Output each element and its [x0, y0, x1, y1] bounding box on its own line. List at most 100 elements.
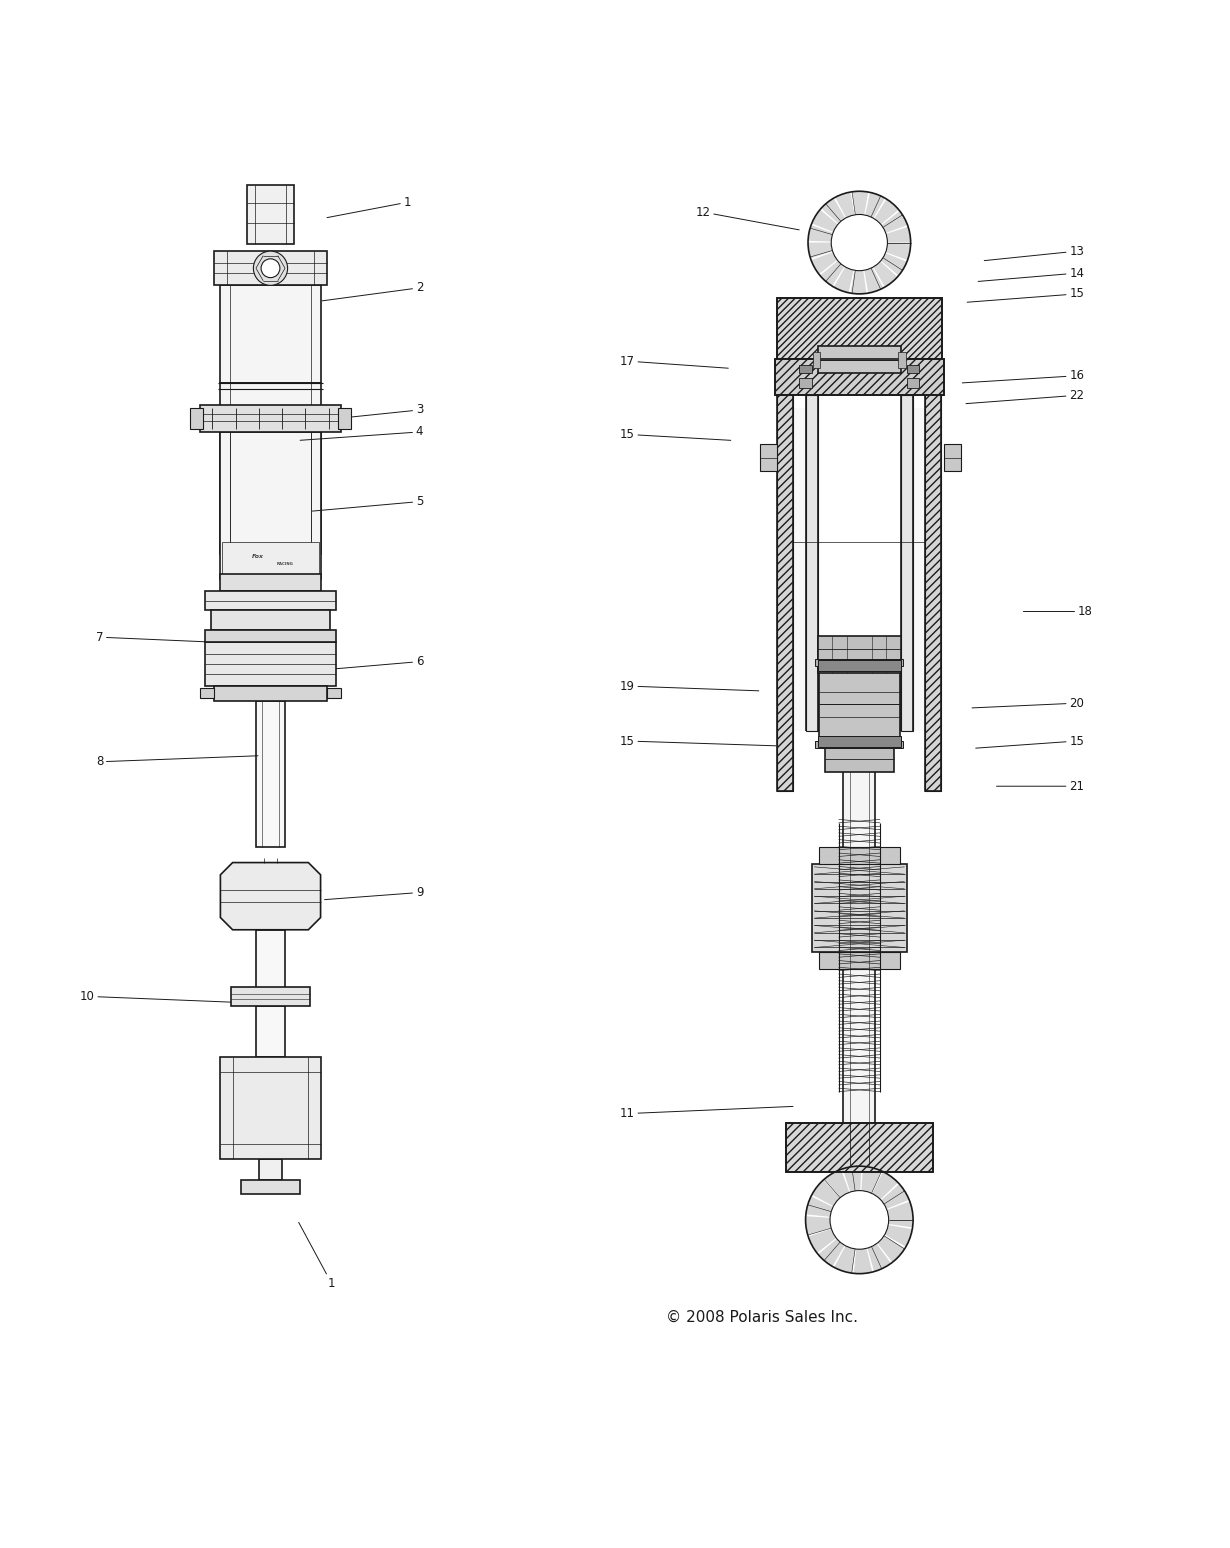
- Circle shape: [253, 251, 288, 285]
- Text: 9: 9: [325, 885, 423, 899]
- Wedge shape: [886, 226, 910, 243]
- Text: 12: 12: [695, 206, 800, 229]
- Wedge shape: [875, 200, 899, 224]
- Wedge shape: [861, 1166, 881, 1194]
- Text: 16: 16: [962, 370, 1085, 382]
- Wedge shape: [820, 260, 845, 286]
- Wedge shape: [881, 1184, 909, 1209]
- Bar: [815, 659, 903, 667]
- Bar: [204, 591, 337, 610]
- Bar: [777, 297, 942, 359]
- Wedge shape: [865, 268, 883, 293]
- Wedge shape: [881, 254, 907, 276]
- Bar: [812, 864, 907, 952]
- Bar: [819, 667, 899, 741]
- Wedge shape: [850, 271, 866, 294]
- Text: © 2008 Polaris Sales Inc.: © 2008 Polaris Sales Inc.: [665, 1310, 857, 1325]
- Wedge shape: [888, 1209, 913, 1228]
- Text: 6: 6: [322, 655, 423, 670]
- Text: 10: 10: [80, 989, 236, 1003]
- Bar: [775, 359, 943, 395]
- Bar: [793, 407, 806, 731]
- Bar: [844, 1124, 876, 1166]
- Bar: [818, 347, 900, 373]
- Text: 20: 20: [972, 697, 1084, 709]
- Wedge shape: [854, 1248, 872, 1274]
- Wedge shape: [884, 1224, 913, 1246]
- Wedge shape: [834, 1246, 855, 1272]
- Wedge shape: [808, 224, 833, 241]
- Bar: [806, 395, 818, 731]
- Bar: [907, 365, 919, 373]
- Text: 5: 5: [312, 495, 423, 511]
- Text: 15: 15: [620, 734, 776, 748]
- Text: 4: 4: [300, 426, 423, 440]
- Wedge shape: [812, 209, 838, 232]
- Wedge shape: [886, 243, 910, 260]
- Wedge shape: [812, 1180, 840, 1206]
- Bar: [907, 378, 919, 389]
- Text: 13: 13: [984, 245, 1084, 260]
- Bar: [815, 741, 903, 748]
- Bar: [898, 351, 905, 368]
- Bar: [220, 382, 321, 554]
- Wedge shape: [872, 1172, 898, 1200]
- Bar: [800, 378, 812, 389]
- Bar: [777, 297, 942, 359]
- Wedge shape: [882, 211, 908, 232]
- Bar: [258, 1159, 282, 1180]
- Bar: [818, 737, 900, 748]
- Wedge shape: [867, 1243, 891, 1271]
- Text: 15: 15: [967, 288, 1084, 302]
- Bar: [204, 642, 337, 686]
- Text: 11: 11: [620, 1107, 793, 1121]
- Bar: [191, 407, 203, 429]
- Wedge shape: [806, 1217, 831, 1235]
- Wedge shape: [887, 1201, 913, 1220]
- Bar: [256, 701, 285, 847]
- Bar: [220, 1057, 321, 1159]
- Bar: [231, 986, 310, 1006]
- Bar: [220, 432, 321, 579]
- Polygon shape: [220, 862, 321, 930]
- Text: 15: 15: [975, 734, 1084, 748]
- Text: 2: 2: [322, 282, 423, 300]
- Bar: [241, 1180, 300, 1194]
- Text: 7: 7: [96, 630, 209, 644]
- Text: 22: 22: [966, 389, 1085, 404]
- Text: 19: 19: [620, 680, 759, 692]
- Wedge shape: [834, 266, 854, 293]
- Bar: [221, 542, 320, 579]
- Bar: [825, 748, 893, 771]
- Bar: [819, 952, 899, 969]
- Bar: [925, 359, 941, 791]
- Bar: [247, 186, 294, 243]
- Bar: [199, 689, 214, 698]
- Text: 15: 15: [620, 427, 731, 441]
- Bar: [327, 689, 342, 698]
- Text: RACING: RACING: [277, 562, 294, 567]
- Bar: [813, 351, 820, 368]
- Bar: [256, 930, 285, 988]
- Text: 1: 1: [327, 195, 411, 218]
- Text: Fox: Fox: [252, 554, 264, 559]
- Bar: [925, 359, 941, 791]
- Bar: [204, 630, 337, 642]
- Bar: [760, 444, 777, 471]
- Bar: [777, 359, 793, 791]
- Bar: [786, 1124, 932, 1172]
- Text: 8: 8: [96, 755, 258, 768]
- Bar: [210, 610, 331, 630]
- Bar: [900, 395, 913, 731]
- Text: 3: 3: [316, 404, 423, 421]
- Bar: [818, 636, 900, 672]
- Bar: [800, 365, 812, 373]
- Wedge shape: [877, 1235, 905, 1262]
- Bar: [818, 661, 900, 672]
- Wedge shape: [835, 192, 855, 218]
- Bar: [220, 285, 321, 382]
- Bar: [786, 1124, 932, 1172]
- Wedge shape: [843, 1166, 861, 1192]
- Bar: [338, 407, 351, 429]
- Bar: [913, 407, 925, 731]
